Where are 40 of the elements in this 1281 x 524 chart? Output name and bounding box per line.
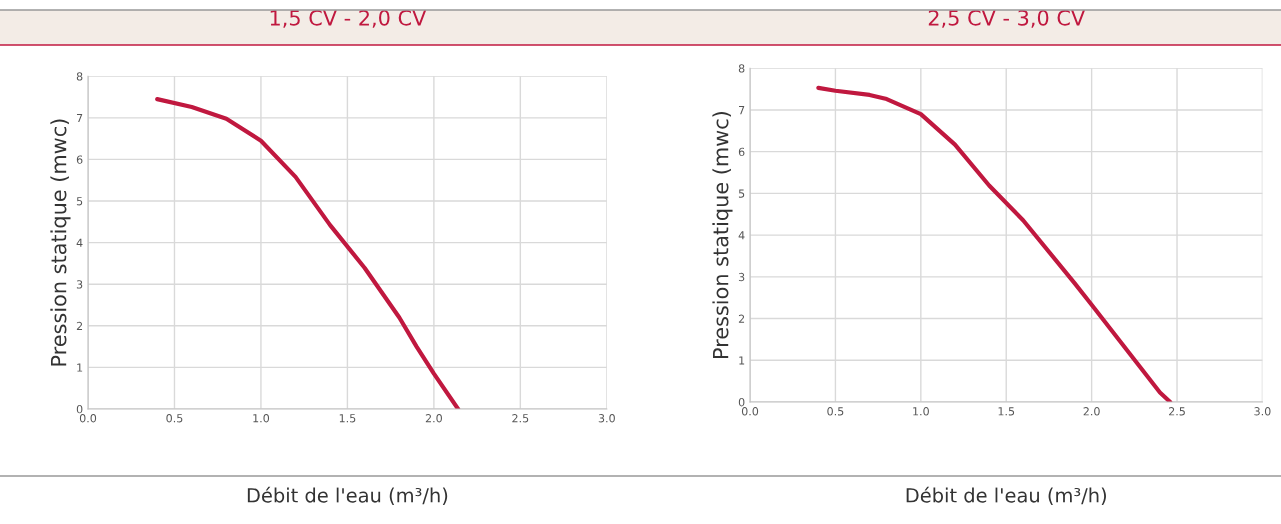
x-tick-label: 3.0	[1254, 407, 1271, 416]
x-axis-title: Débit de l'eau (m³/h)	[906, 486, 1106, 505]
y-tick-label: 1	[739, 356, 745, 365]
x-tick-label: 3.0	[598, 414, 615, 423]
y-tick-label: 1	[77, 363, 83, 372]
x-tick-label: 1.0	[253, 414, 270, 423]
x-axis-title: Débit de l'eau (m³/h)	[247, 486, 448, 505]
x-tick-label: 2.5	[1169, 407, 1185, 416]
y-axis-title: Pression statique (mwc)	[712, 111, 733, 358]
y-tick-label: 6	[738, 147, 745, 157]
y-tick-label: 6	[76, 155, 83, 164]
y-tick-label: 0	[76, 404, 83, 414]
chart-title: 2,5 CV - 3,0 CV	[928, 9, 1085, 28]
x-tick-label: 1.5	[339, 414, 356, 423]
y-tick-label: 0	[738, 397, 745, 407]
y-tick-label: 7	[739, 106, 745, 115]
y-tick-label: 5	[76, 197, 83, 206]
x-tick-label: 2.0	[425, 414, 442, 423]
x-tick-label: 1.5	[998, 407, 1015, 416]
x-tick-label: 0.5	[166, 414, 183, 423]
line-series	[816, 85, 1173, 403]
y-tick-label: 2	[738, 314, 745, 323]
x-tick-label: 0.0	[79, 414, 97, 423]
y-axis-title: Pression statique (mwc)	[50, 119, 71, 366]
y-tick-label: 4	[76, 238, 83, 247]
y-tick-label: 5	[738, 189, 745, 198]
x-tick-label: 1.0	[913, 407, 929, 416]
y-tick-label: 8	[76, 72, 83, 81]
y-tick-label: 7	[76, 113, 83, 123]
x-tick-label: 0.0	[741, 407, 759, 416]
y-tick-label: 2	[76, 321, 83, 331]
x-tick-label: 0.5	[827, 407, 844, 416]
x-tick-label: 2.5	[512, 414, 529, 423]
y-tick-label: 3	[738, 272, 745, 282]
y-tick-label: 8	[738, 64, 745, 73]
y-tick-label: 3	[76, 280, 83, 289]
chart-title: 1,5 CV - 2,0 CV	[270, 9, 427, 28]
y-tick-label: 4	[738, 231, 745, 240]
x-tick-label: 2.0	[1083, 407, 1100, 416]
line-series	[155, 97, 461, 409]
